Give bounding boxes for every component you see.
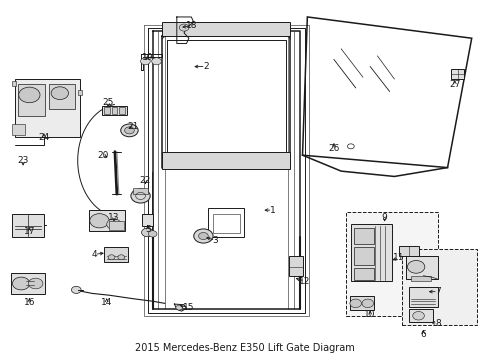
Bar (349, 296, 373, 310)
Text: 18: 18 (185, 21, 197, 30)
Bar (15, 79, 80, 138)
Text: 14: 14 (101, 298, 112, 307)
Text: 6: 6 (420, 330, 426, 339)
Text: 16: 16 (23, 298, 35, 307)
Text: 3: 3 (212, 236, 218, 245)
Text: 5: 5 (144, 225, 150, 234)
Text: 23: 23 (18, 156, 29, 165)
Bar (111, 107, 117, 114)
Bar (213, 214, 239, 233)
Circle shape (179, 24, 188, 31)
Text: 4: 4 (92, 250, 97, 259)
Circle shape (51, 87, 68, 100)
Text: 20: 20 (98, 151, 109, 160)
Bar (109, 221, 123, 230)
Bar (12, 214, 44, 237)
Circle shape (176, 305, 182, 310)
Circle shape (198, 233, 208, 239)
Circle shape (151, 58, 161, 65)
Bar (142, 214, 152, 226)
Bar (353, 247, 373, 265)
Bar (89, 210, 125, 231)
Bar (11, 273, 45, 294)
Text: 27: 27 (448, 80, 460, 89)
Text: 22: 22 (140, 176, 151, 185)
Text: 11: 11 (393, 253, 404, 262)
Bar (353, 228, 373, 244)
Circle shape (349, 299, 361, 307)
Bar (450, 69, 464, 79)
Bar (408, 309, 432, 323)
Circle shape (118, 255, 124, 260)
Bar (401, 249, 476, 325)
Text: 13: 13 (108, 213, 120, 222)
Bar (102, 105, 127, 116)
Text: 2015 Mercedes-Benz E350 Lift Gate Diagram: 2015 Mercedes-Benz E350 Lift Gate Diagra… (134, 343, 354, 354)
Text: 12: 12 (299, 276, 310, 285)
Text: 8: 8 (434, 319, 440, 328)
Text: 25: 25 (102, 98, 114, 107)
Bar (208, 208, 244, 237)
Bar (162, 22, 290, 36)
Text: 17: 17 (23, 227, 35, 236)
Bar (408, 287, 437, 306)
Bar (398, 246, 418, 256)
Bar (49, 84, 75, 109)
Text: 15: 15 (183, 303, 194, 312)
Bar (133, 188, 147, 194)
Circle shape (71, 286, 81, 293)
Circle shape (361, 299, 373, 307)
Bar (104, 107, 110, 114)
Text: 7: 7 (434, 287, 440, 296)
Circle shape (141, 228, 153, 237)
Text: 2: 2 (203, 62, 208, 71)
Bar (162, 152, 290, 169)
Circle shape (131, 189, 150, 203)
Circle shape (407, 260, 424, 273)
Circle shape (28, 278, 43, 289)
Bar (18, 84, 45, 116)
Bar (410, 276, 430, 281)
Text: 19: 19 (142, 53, 153, 62)
Text: 24: 24 (38, 133, 49, 142)
Circle shape (12, 277, 30, 290)
Circle shape (108, 255, 115, 260)
Circle shape (106, 219, 121, 230)
Circle shape (121, 124, 138, 137)
Bar (12, 124, 24, 135)
Bar (78, 90, 81, 95)
Circle shape (193, 229, 213, 243)
Text: 21: 21 (127, 122, 139, 131)
Text: 10: 10 (364, 310, 375, 319)
Bar (119, 107, 124, 114)
Bar (288, 256, 303, 276)
Text: 9: 9 (381, 213, 387, 222)
Bar (12, 81, 16, 86)
Text: 1: 1 (269, 206, 275, 215)
Bar (353, 267, 373, 280)
Circle shape (19, 87, 40, 103)
Circle shape (90, 214, 109, 228)
Circle shape (412, 311, 424, 320)
Bar (406, 256, 437, 279)
Bar (350, 224, 391, 281)
Bar (346, 212, 437, 316)
Circle shape (124, 127, 134, 134)
Text: 26: 26 (327, 144, 339, 153)
Bar (104, 247, 128, 261)
Circle shape (140, 58, 150, 65)
Circle shape (148, 231, 157, 237)
